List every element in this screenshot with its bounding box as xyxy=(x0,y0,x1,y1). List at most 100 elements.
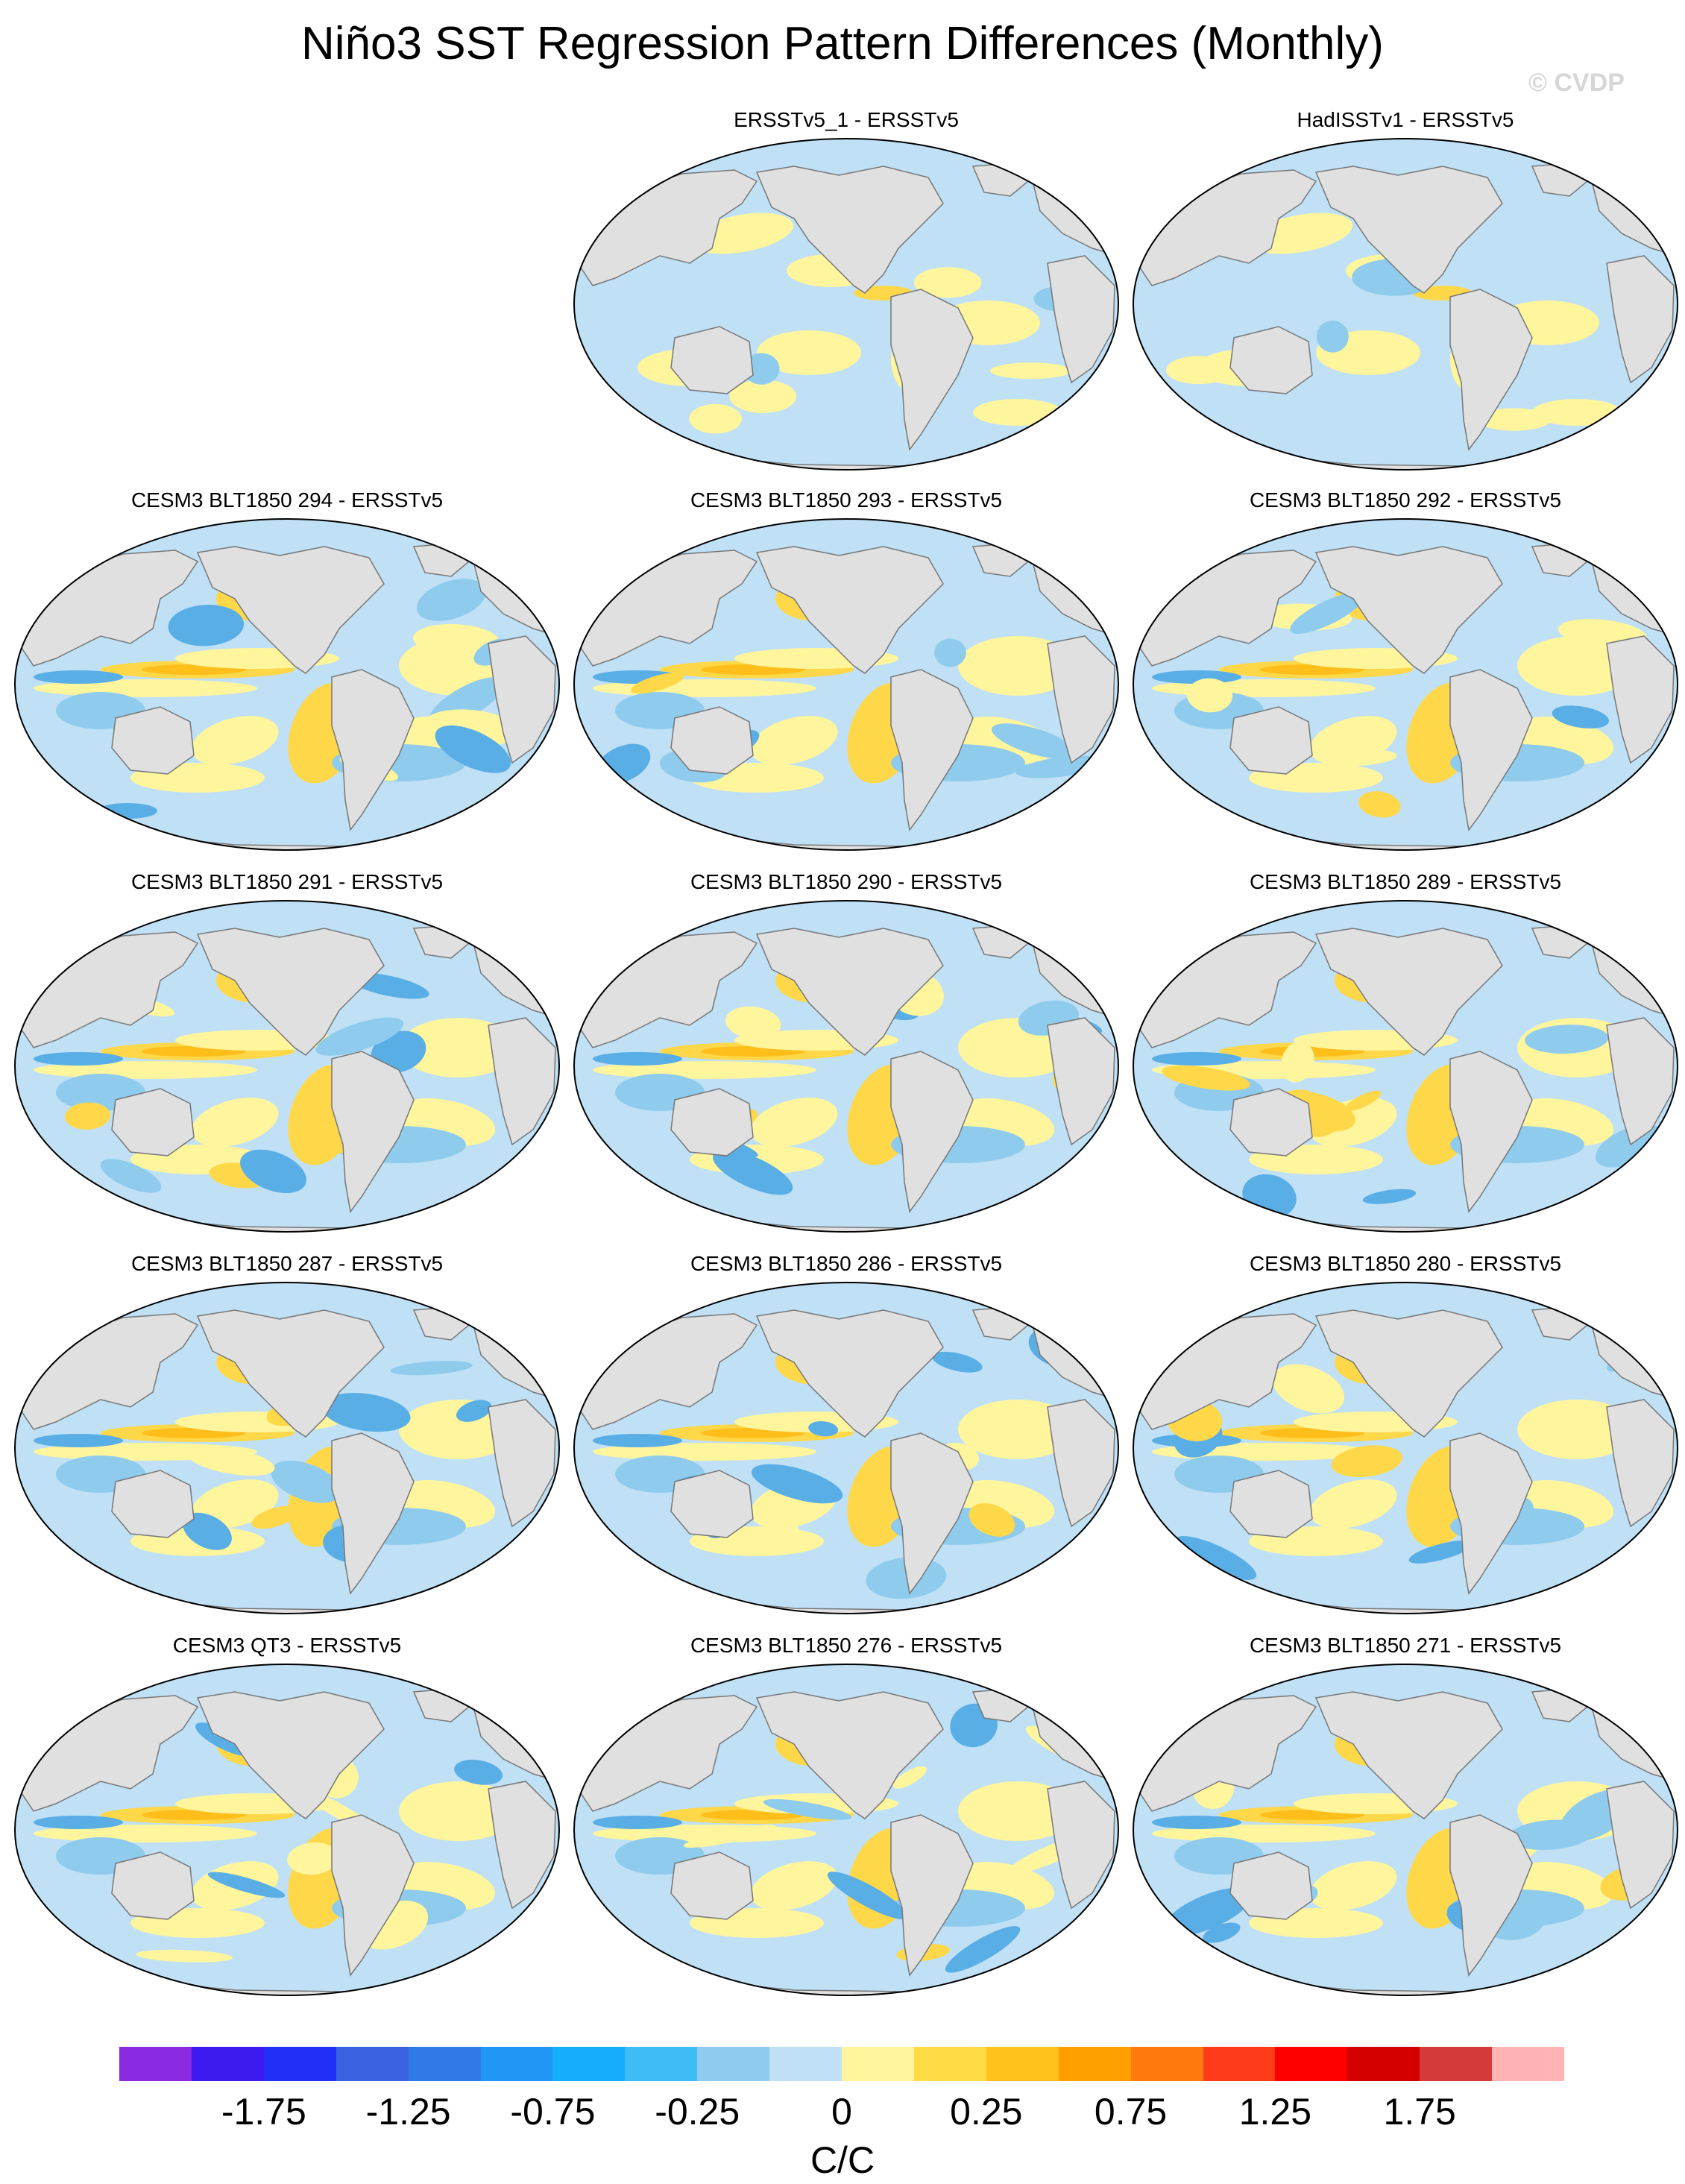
land-australia xyxy=(111,1470,195,1538)
land-southAmerica xyxy=(1449,1814,1533,1977)
map-border xyxy=(14,518,560,851)
panel-title: CESM3 BLT1850 271 - ERSSTv5 xyxy=(1249,1634,1562,1657)
colorbar-swatch xyxy=(552,2047,626,2081)
land-southAmerica xyxy=(1449,1051,1533,1213)
land-africa xyxy=(1047,1399,1115,1528)
land-southAmerica xyxy=(1449,669,1533,831)
land-northAmerica xyxy=(755,1691,944,1819)
colorbar-units: C/C xyxy=(810,2139,875,2181)
land-northAmerica xyxy=(196,546,385,674)
colorbar-tick-label: 0.75 xyxy=(1094,2091,1168,2133)
land-australia xyxy=(1229,1088,1313,1156)
map-border xyxy=(1133,1282,1678,1614)
map-border xyxy=(573,518,1119,851)
land-australia xyxy=(111,1088,195,1156)
map-panel: CESM3 BLT1850 286 - ERSSTv5 xyxy=(570,1252,1122,1614)
land-southAmerica xyxy=(331,669,415,831)
robinson-map xyxy=(1133,518,1678,851)
colorbar-tick-label: -0.25 xyxy=(655,2091,740,2133)
land-australia xyxy=(1229,706,1313,775)
sst-difference-field xyxy=(577,1306,1118,1614)
colorbar-swatch xyxy=(986,2047,1059,2081)
colorbar-tick-label: 0.25 xyxy=(950,2091,1023,2133)
watermark: © CVDP xyxy=(1528,69,1625,97)
robinson-map xyxy=(573,900,1119,1233)
colorbar-swatch xyxy=(408,2047,481,2081)
panel-title: CESM3 QT3 - ERSSTv5 xyxy=(172,1634,402,1657)
land-australia xyxy=(670,1851,754,1920)
robinson-map xyxy=(573,1664,1119,1996)
land-australia xyxy=(670,326,754,394)
map-panel: CESM3 BLT1850 291 - ERSSTv5 xyxy=(11,870,563,1233)
colorbar-swatch xyxy=(191,2047,265,2081)
map-panel: CESM3 BLT1850 289 - ERSSTv5 xyxy=(1130,870,1681,1233)
colorbar-swatch xyxy=(1275,2047,1348,2081)
sst-difference-field xyxy=(1136,1687,1678,1995)
panel-title: CESM3 BLT1850 294 - ERSSTv5 xyxy=(130,488,444,512)
map-panel: CESM3 BLT1850 276 - ERSSTv5 xyxy=(570,1634,1122,1996)
colorbar-tick-label: -1.25 xyxy=(365,2091,451,2133)
land-southAmerica xyxy=(890,669,974,831)
land-africa xyxy=(1606,635,1675,764)
map-panel: CESM3 BLT1850 290 - ERSSTv5 xyxy=(570,870,1122,1233)
land-australia xyxy=(670,1470,754,1538)
colorbar-swatch xyxy=(625,2047,698,2081)
panel-title: CESM3 BLT1850 291 - ERSSTv5 xyxy=(130,870,444,893)
colorbar-swatch xyxy=(697,2047,770,2081)
land-southAmerica xyxy=(331,1432,415,1595)
land-southAmerica xyxy=(890,1051,974,1213)
colorbar-swatch xyxy=(913,2047,987,2081)
colorbar-swatch xyxy=(1203,2047,1276,2081)
sst-difference-field xyxy=(577,162,1118,470)
robinson-map xyxy=(14,518,560,851)
panel-title: CESM3 BLT1850 289 - ERSSTv5 xyxy=(1249,870,1562,893)
map-border xyxy=(573,900,1119,1233)
map-border xyxy=(573,1664,1119,1996)
panel-title: CESM3 BLT1850 293 - ERSSTv5 xyxy=(690,488,1003,512)
robinson-map xyxy=(573,138,1119,471)
colorbar-swatch xyxy=(1420,2047,1493,2081)
land-africa xyxy=(1606,1017,1675,1146)
map-border xyxy=(1133,900,1678,1233)
land-africa xyxy=(488,1017,556,1146)
colorbar-swatch xyxy=(842,2047,915,2081)
land-africa xyxy=(1047,1017,1115,1146)
robinson-map xyxy=(1133,1664,1678,1996)
land-northAmerica xyxy=(196,1309,385,1438)
colorbar-swatch xyxy=(769,2047,842,2081)
sst-difference-field xyxy=(18,924,559,1232)
robinson-map xyxy=(573,518,1119,851)
land-southAmerica xyxy=(1449,289,1533,451)
land-australia xyxy=(1229,1851,1313,1920)
land-africa xyxy=(1047,635,1115,764)
land-africa xyxy=(488,635,556,764)
panel-title: CESM3 BLT1850 287 - ERSSTv5 xyxy=(130,1252,444,1275)
land-northAmerica xyxy=(1314,546,1503,674)
colorbar-swatch xyxy=(119,2047,192,2081)
land-southAmerica xyxy=(890,1814,974,1977)
sst-difference-field xyxy=(1136,924,1678,1232)
colorbar-tick-label: 1.75 xyxy=(1383,2091,1456,2133)
sst-difference-field xyxy=(1136,162,1678,470)
robinson-map xyxy=(14,1282,560,1614)
map-panel: CESM3 QT3 - ERSSTv5 xyxy=(11,1634,563,1996)
sst-difference-field xyxy=(1136,1306,1678,1614)
land-southAmerica xyxy=(331,1051,415,1213)
land-australia xyxy=(111,706,195,775)
land-northAmerica xyxy=(1314,928,1503,1056)
land-northAmerica xyxy=(1314,1691,1503,1819)
colorbar-swatch xyxy=(1347,2047,1420,2081)
colorbar-swatch xyxy=(1130,2047,1203,2081)
land-australia xyxy=(670,1088,754,1156)
land-northAmerica xyxy=(196,1691,385,1819)
map-border xyxy=(573,1282,1119,1614)
land-northAmerica xyxy=(755,1309,944,1438)
robinson-map xyxy=(1133,1282,1678,1614)
colorbar-swatch xyxy=(263,2047,337,2081)
map-panel: CESM3 BLT1850 293 - ERSSTv5 xyxy=(570,488,1122,851)
land-australia xyxy=(111,1851,195,1920)
robinson-map xyxy=(1133,900,1678,1233)
colorbar-swatch xyxy=(1058,2047,1132,2081)
robinson-map xyxy=(14,1664,560,1996)
map-panel: ERSSTv5_1 - ERSSTv5 xyxy=(570,108,1122,471)
